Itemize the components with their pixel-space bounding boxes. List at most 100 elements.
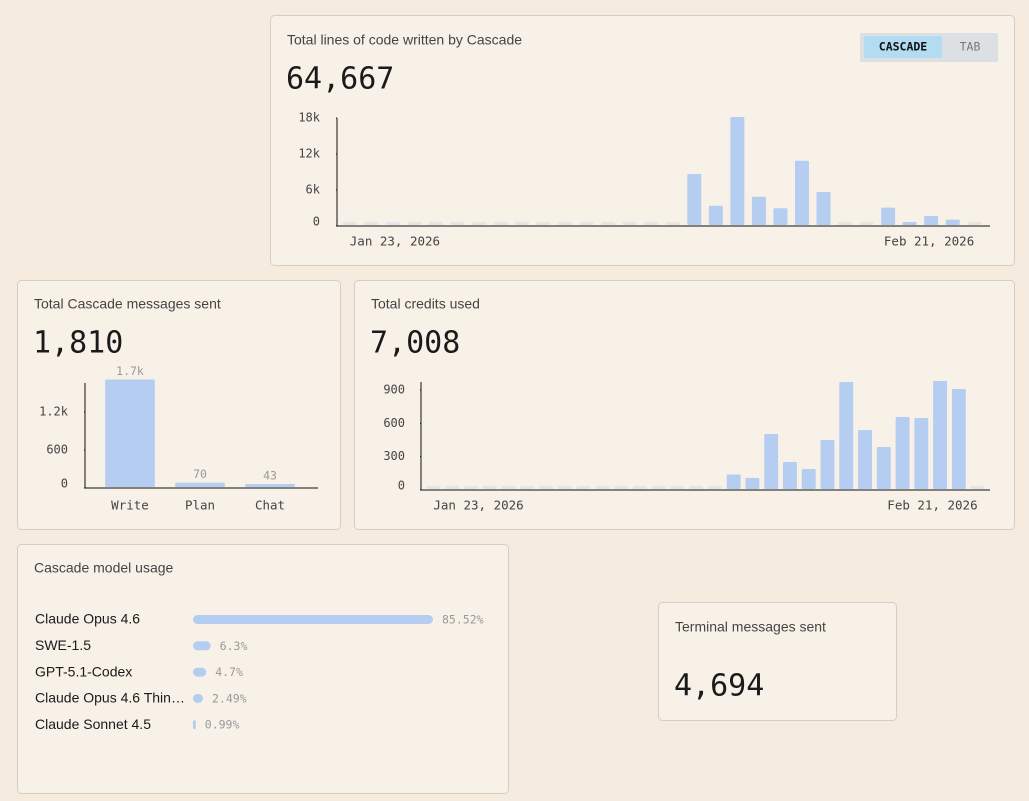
bar [576,486,591,489]
total: 4,694 [674,669,764,704]
bar [651,486,666,489]
x-tick-label: Jan 23, 2026 [433,498,523,513]
bar [193,667,207,677]
bar [881,207,896,225]
y-tick-label: 600 [46,443,68,457]
bar [902,222,917,225]
bar [426,486,441,489]
model-name: Claude Opus 4.6 Thin… [35,690,185,706]
card [17,544,509,794]
bar [245,484,295,487]
bar [520,486,535,489]
bar [773,208,788,225]
value-label: 1.7k [116,364,144,378]
value-label: 43 [263,469,277,483]
y-tick-label: 1.2k [39,405,69,419]
bar [632,486,647,489]
bar [764,434,779,489]
bar [407,222,422,225]
bar [967,222,982,225]
bar [745,477,760,489]
bar [471,222,486,225]
bar [839,382,854,489]
bar [193,641,211,651]
y-tick-label: 900 [383,383,405,397]
bar [859,222,874,225]
bar [708,205,723,225]
bar [364,222,379,225]
bar [794,160,809,225]
bar [428,222,443,225]
bar [193,693,203,703]
bar [707,486,722,489]
y-tick-label: 12k [298,147,320,161]
card [354,280,1015,530]
x-tick-label: Write [111,498,149,513]
bar [783,462,797,489]
card-title: Terminal messages sent [675,619,826,635]
bar [614,486,628,489]
bar [450,222,465,225]
bar [622,222,637,225]
toggle-option[interactable]: CASCADE [879,40,928,54]
bar [665,222,680,225]
y-tick-label: 0 [313,215,320,229]
bar [726,474,741,489]
bar [595,486,610,489]
model-name: Claude Sonnet 4.5 [35,716,151,732]
bar [914,418,929,489]
model-name: SWE-1.5 [35,637,91,653]
model-name: Claude Opus 4.6 [35,611,140,627]
card-title: Total credits used [371,296,480,312]
bar [193,720,196,730]
bar [687,174,702,225]
card-title: Total lines of code written by Cascade [287,32,522,48]
bar [463,486,478,489]
y-tick-label: 300 [383,449,405,463]
card [658,602,897,721]
toggle-option[interactable]: TAB [960,40,981,54]
bar [515,222,530,225]
bar [816,192,831,225]
total: 7,008 [370,326,460,361]
x-tick-label: Plan [185,498,215,513]
y-tick-label: 0 [398,479,405,493]
bar [670,486,685,489]
bar [482,486,497,489]
card [17,280,341,530]
bar [175,482,225,487]
value-label: 2.49% [212,691,247,705]
bar [601,222,616,225]
bar [385,222,400,225]
bar [951,389,966,489]
toggle-active[interactable] [864,36,942,58]
value-label: 85.52% [442,613,484,627]
bar [493,222,508,225]
bar [193,615,433,624]
bar [820,440,835,489]
y-tick-label: 600 [383,416,405,430]
bar [579,222,594,225]
bar [895,417,910,489]
bar [970,486,985,489]
value-label: 70 [193,467,207,481]
bar [536,222,551,225]
x-tick-label: Feb 21, 2026 [884,234,974,249]
bar [730,117,745,225]
bar [105,379,155,487]
total: 1,810 [33,326,123,361]
card-title: Total Cascade messages sent [34,296,221,312]
bar [838,222,853,225]
bar [445,486,460,489]
value-label: 0.99% [205,718,240,732]
bar [342,222,357,225]
total: 64,667 [286,62,394,97]
bar [933,381,948,489]
bar [945,219,960,225]
bar [644,222,659,225]
y-tick-label: 6k [306,183,321,197]
bar [858,430,872,489]
y-tick-label: 0 [61,477,68,491]
bar [924,216,939,225]
